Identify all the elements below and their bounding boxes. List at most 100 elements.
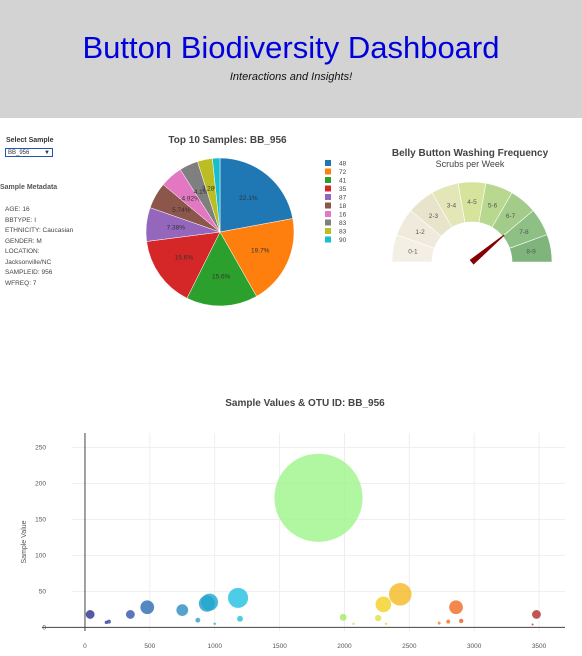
pie-slice[interactable] [219, 218, 295, 297]
metadata-line: BBTYPE: I [5, 216, 37, 224]
y-tick-label: 150 [35, 516, 46, 523]
bubble-point[interactable] [107, 619, 111, 624]
legend-label: 72 [339, 169, 347, 176]
legend-swatch[interactable] [325, 168, 331, 175]
bubble-point[interactable] [228, 587, 249, 608]
y-tick-label: 50 [39, 588, 47, 595]
bubble-point[interactable] [449, 600, 463, 615]
legend-label: 87 [339, 195, 347, 202]
bubble-point[interactable] [85, 610, 95, 619]
bubble-point[interactable] [176, 604, 189, 616]
pie-slice-label: 5.74% [172, 207, 191, 214]
pie-slice-label: 4.1% [194, 189, 209, 196]
metadata-line: WFREQ: 7 [5, 279, 37, 287]
sample-metadata-title: Sample Metadata [0, 184, 58, 191]
legend-swatch[interactable] [325, 185, 331, 192]
metadata-line: Jacksonville/NC [5, 258, 52, 266]
gauge-sector[interactable] [509, 234, 553, 263]
x-tick-label: 0 [83, 643, 87, 650]
gauge-chart: 0-1 1-2 2-3 3-4 4-5 5-6 6-7 7-8 8-9 [391, 181, 553, 265]
legend-swatch[interactable] [325, 202, 331, 209]
metadata-line: LOCATION: [5, 248, 40, 255]
x-tick-label: 2000 [337, 643, 352, 650]
gauge-chart-subtitle: Scrubs per Week [435, 159, 505, 169]
metadata-line: SAMPLEID: 956 [5, 269, 53, 276]
bubble-point[interactable] [274, 453, 363, 542]
bubble-point[interactable] [339, 613, 347, 621]
legend-swatch[interactable] [325, 160, 331, 166]
pie-slice[interactable] [212, 157, 221, 233]
x-tick-label: 500 [144, 643, 155, 650]
pie-slice-label: 15.6% [212, 273, 231, 280]
bubble-chart-title: Sample Values & OTU ID: BB_956 [225, 398, 385, 409]
bubble-point[interactable] [195, 617, 201, 623]
gauge-sector-label: 0-1 [408, 249, 418, 256]
legend-label: 18 [339, 203, 347, 210]
pie-slice[interactable] [219, 157, 294, 233]
legend-label: 16 [339, 212, 347, 219]
y-tick-label: 200 [35, 480, 46, 487]
bubble-point[interactable] [352, 622, 355, 626]
y-tick-label: 100 [35, 552, 46, 559]
y-tick-label: 0 [42, 624, 46, 631]
pie-slice-label: 22.1% [239, 195, 258, 202]
bubble-point[interactable] [213, 622, 216, 626]
pie-slice[interactable] [186, 231, 257, 307]
gauge-sector-label: 3-4 [447, 203, 457, 210]
legend-swatch[interactable] [325, 211, 331, 217]
bubble-point[interactable] [140, 600, 155, 615]
legend-label: 90 [339, 237, 347, 244]
bubble-point[interactable] [237, 615, 243, 622]
gauge-chart-title: Belly Button Washing Frequency [391, 148, 549, 159]
pie-slice[interactable] [146, 231, 221, 299]
bubble-point[interactable] [375, 596, 392, 613]
sample-metadata-list: AGE: 16 BBTYPE: I ETHNICITY: Caucasian G… [5, 205, 73, 289]
metadata-line: GENDER: M [5, 237, 42, 245]
pie-slice-label: 7.38% [167, 224, 186, 231]
page-subtitle: Interactions and Insights! [229, 71, 353, 83]
y-tick-label: 250 [35, 444, 46, 451]
legend-swatch[interactable] [325, 236, 331, 243]
pie-slice-label: 15.6% [175, 255, 194, 262]
legend-swatch[interactable] [325, 194, 331, 200]
gauge-sector-label: 1-2 [415, 229, 425, 236]
gauge-needle [469, 234, 505, 265]
triangle-down-icon: ▼ [44, 150, 50, 156]
sample-select-dropdown[interactable]: BB_956 ▼ [5, 148, 53, 157]
metadata-line: AGE: 16 [5, 206, 30, 213]
x-tick-label: 1000 [207, 643, 222, 650]
x-tick-label: 3500 [532, 643, 547, 650]
gauge-sector-label: 8-9 [526, 249, 536, 256]
page-title: Button Biodiversity Dashboard [82, 30, 500, 65]
gauge-sector-label: 7-8 [519, 229, 529, 236]
bubble-point[interactable] [437, 621, 441, 625]
y-axis-label: Sample Value [21, 520, 28, 563]
legend-label: 48 [339, 161, 347, 168]
dashboard-header: Button Biodiversity Dashboard Interactio… [0, 0, 582, 118]
bubble-chart: 0 500 1000 1500 2000 2500 3000 3500 0 50 100 150 200… [21, 433, 565, 650]
legend-label: 83 [339, 229, 347, 236]
bubble-point[interactable] [532, 610, 541, 619]
legend-swatch[interactable] [325, 177, 331, 183]
gauge-sector-label: 6-7 [506, 213, 516, 220]
pie-chart: 22.1% 19.7% 15.6% 15.6% 7.38% 5.74% 4.92%4.1% 3… [145, 157, 347, 307]
pie-slice-label: 4.92% [181, 196, 200, 203]
legend-label: 41 [339, 178, 347, 185]
bubble-point[interactable] [531, 623, 534, 626]
bubble-point[interactable] [384, 622, 388, 626]
legend-label: 35 [339, 186, 347, 193]
sample-select-value: BB_956 [8, 150, 30, 156]
bubble-point[interactable] [125, 610, 135, 619]
legend-swatch[interactable] [325, 219, 331, 226]
legend-swatch[interactable] [325, 228, 331, 234]
pie-chart-title: Top 10 Samples: BB_956 [168, 135, 287, 146]
bubble-point[interactable] [446, 619, 451, 624]
bubble-point[interactable] [459, 618, 464, 624]
bubble-point[interactable] [388, 583, 412, 606]
x-tick-label: 2500 [402, 643, 417, 650]
bubble-point[interactable] [374, 614, 382, 622]
pie-slice-label: 19.7% [251, 248, 270, 255]
gauge-sector-label: 4-5 [467, 199, 477, 206]
gauge-sector-label: 2-3 [429, 213, 439, 220]
bubble-point[interactable] [200, 593, 219, 611]
